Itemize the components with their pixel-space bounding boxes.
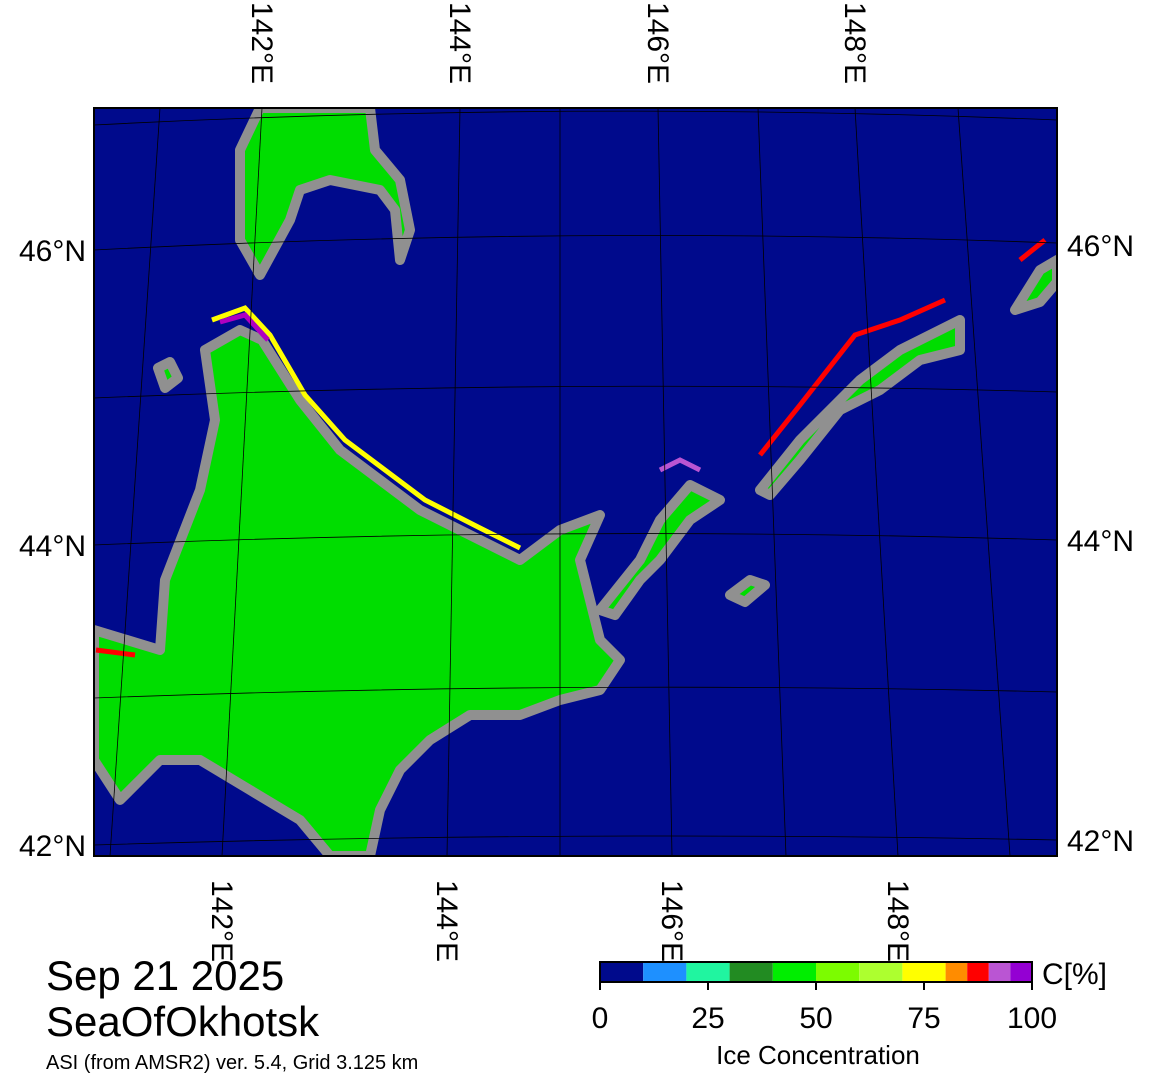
colorbar-tick-label: 0: [592, 1002, 609, 1035]
lat-label-left: 44°N: [19, 530, 86, 563]
lon-label-bottom: 144°E: [430, 880, 463, 962]
lon-label-top: 146°E: [641, 2, 674, 84]
lon-label-bottom: 146°E: [655, 880, 688, 962]
colorbar-segment: [600, 962, 644, 982]
colorbar-segment: [816, 962, 860, 982]
colorbar-segment: [859, 962, 903, 982]
colorbar-label: Ice Concentration: [716, 1040, 920, 1070]
colorbar-segment: [686, 962, 730, 982]
colorbar-segment: [988, 962, 1011, 982]
colorbar-tick-label: 75: [907, 1002, 940, 1035]
region: SeaOfOkhotsk: [46, 998, 320, 1045]
colorbar-tick-label: 25: [691, 1002, 724, 1035]
colorbar-tick-label: 50: [799, 1002, 832, 1035]
colorbar-segment: [945, 962, 968, 982]
colorbar-tick-label: 100: [1007, 1002, 1057, 1035]
lon-label-bottom: 148°E: [881, 880, 914, 962]
date: Sep 21 2025: [46, 952, 284, 999]
land: [94, 108, 1057, 856]
map-frame: [93, 107, 1058, 857]
graticule: [94, 108, 1057, 856]
lon-label-bottom: 142°E: [205, 880, 238, 962]
lon-label-top: 148°E: [838, 2, 871, 84]
lat-label-right: 44°N: [1067, 525, 1134, 558]
colorbar-segment: [772, 962, 816, 982]
lat-label-left: 46°N: [19, 235, 86, 268]
colorbar-segment: [729, 962, 773, 982]
note: ASI (from AMSR2) ver. 5.4, Grid 3.125 km: [46, 1052, 418, 1074]
ice-edge: [95, 238, 1047, 658]
lon-label-top: 142°E: [245, 2, 278, 84]
lat-label-left: 42°N: [19, 830, 86, 863]
colorbar-segment: [902, 962, 946, 982]
lat-label-right: 42°N: [1067, 825, 1134, 858]
lat-label-right: 46°N: [1067, 230, 1134, 263]
colorbar-segment: [967, 962, 989, 982]
frame-border: [93, 107, 1058, 857]
colorbar-segment: [1010, 962, 1032, 982]
lon-label-top: 144°E: [443, 2, 476, 84]
colorbar-segment: [643, 962, 687, 982]
colorbar-unit: C[%]: [1042, 958, 1107, 991]
